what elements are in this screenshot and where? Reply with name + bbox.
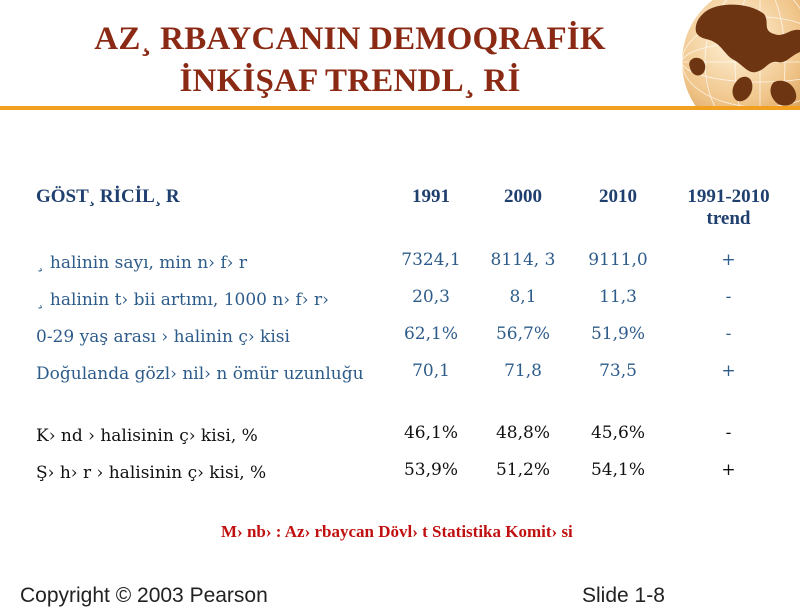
header-2000: 2000: [504, 186, 542, 207]
table-row: Doğulanda gözl› nil› n ömür uzunluğu 70,…: [30, 359, 790, 421]
cell-2010: 45,6%: [590, 423, 645, 443]
table-row: Ş› h› r › halisinin ç› kisi, % 53,9% 51,…: [30, 458, 790, 495]
title-line-2: İNKİŞAF TRENDL¸ Rİ: [179, 63, 521, 99]
header-indicators: GÖST¸ RİCİL¸ R: [36, 186, 180, 207]
cell-trend: -: [725, 287, 732, 307]
header-1991: 1991: [412, 186, 450, 207]
cell-2010: 9111,0: [588, 250, 648, 270]
cell-1991: 70,1: [412, 361, 450, 381]
cell-2010: 51,9%: [590, 324, 645, 344]
cell-2010: 11,3: [599, 287, 637, 307]
cell-1991: 7324,1: [401, 250, 461, 270]
cell-1991: 53,9%: [403, 460, 458, 480]
cell-2000: 48,8%: [495, 423, 550, 443]
cell-trend: +: [721, 361, 736, 381]
cell-2000: 8114, 3: [490, 250, 556, 270]
cell-1991: 20,3: [412, 287, 450, 307]
row-label: ¸ halinin t› bii artımı, 1000 n› f› r›: [36, 290, 329, 310]
row-label: K› nd › halisinin ç› kisi, %: [36, 426, 258, 446]
title-divider: [0, 106, 800, 110]
footer-copyright: Copyright © 2003 Pearson: [20, 584, 268, 607]
demographic-table: GÖST¸ RİCİL¸ R 1991 2000 2010 1991-2010 …: [30, 178, 790, 495]
footer-slide-number: Slide 1-8: [582, 584, 665, 607]
cell-trend: +: [721, 460, 736, 480]
cell-trend: +: [721, 250, 736, 270]
row-label: Doğulanda gözl› nil› n ömür uzunluğu: [36, 364, 364, 384]
cell-trend: -: [725, 324, 732, 344]
table-row: ¸ halinin t› bii artımı, 1000 n› f› r› 2…: [30, 285, 790, 322]
title-line-1: AZ¸ RBAYCANIN DEMOQRAFİK: [94, 21, 606, 57]
row-label: ¸ halinin sayı, min n› f› r: [36, 253, 247, 273]
source-note: M› nb› : Az› rbaycan Dövl› t Statistika …: [221, 522, 573, 541]
table-header-row: GÖST¸ RİCİL¸ R 1991 2000 2010 1991-2010 …: [30, 178, 790, 248]
cell-2000: 56,7%: [495, 324, 550, 344]
cell-2000: 8,1: [509, 287, 537, 307]
row-label: 0-29 yaş arası › halinin ç› kisi: [36, 327, 290, 347]
header-2010: 2010: [599, 186, 637, 207]
cell-2010: 73,5: [599, 361, 637, 381]
table-row: 0-29 yaş arası › halinin ç› kisi 62,1% 5…: [30, 322, 790, 359]
cell-2000: 51,2%: [495, 460, 550, 480]
globe-icon: [682, 0, 800, 110]
cell-1991: 46,1%: [403, 423, 458, 443]
header-trend: 1991-2010 trend: [687, 186, 770, 229]
table-row: ¸ halinin sayı, min n› f› r 7324,1 8114,…: [30, 248, 790, 285]
cell-trend: -: [725, 423, 732, 443]
row-label: Ş› h› r › halisinin ç› kisi, %: [36, 463, 267, 483]
cell-1991: 62,1%: [403, 324, 458, 344]
table-row: K› nd › halisinin ç› kisi, % 46,1% 48,8%…: [30, 421, 790, 458]
cell-2000: 71,8: [504, 361, 542, 381]
cell-2010: 54,1%: [590, 460, 645, 480]
slide-title: AZ¸ RBAYCANIN DEMOQRAFİK İNKİŞAF TRENDL¸…: [20, 18, 680, 102]
